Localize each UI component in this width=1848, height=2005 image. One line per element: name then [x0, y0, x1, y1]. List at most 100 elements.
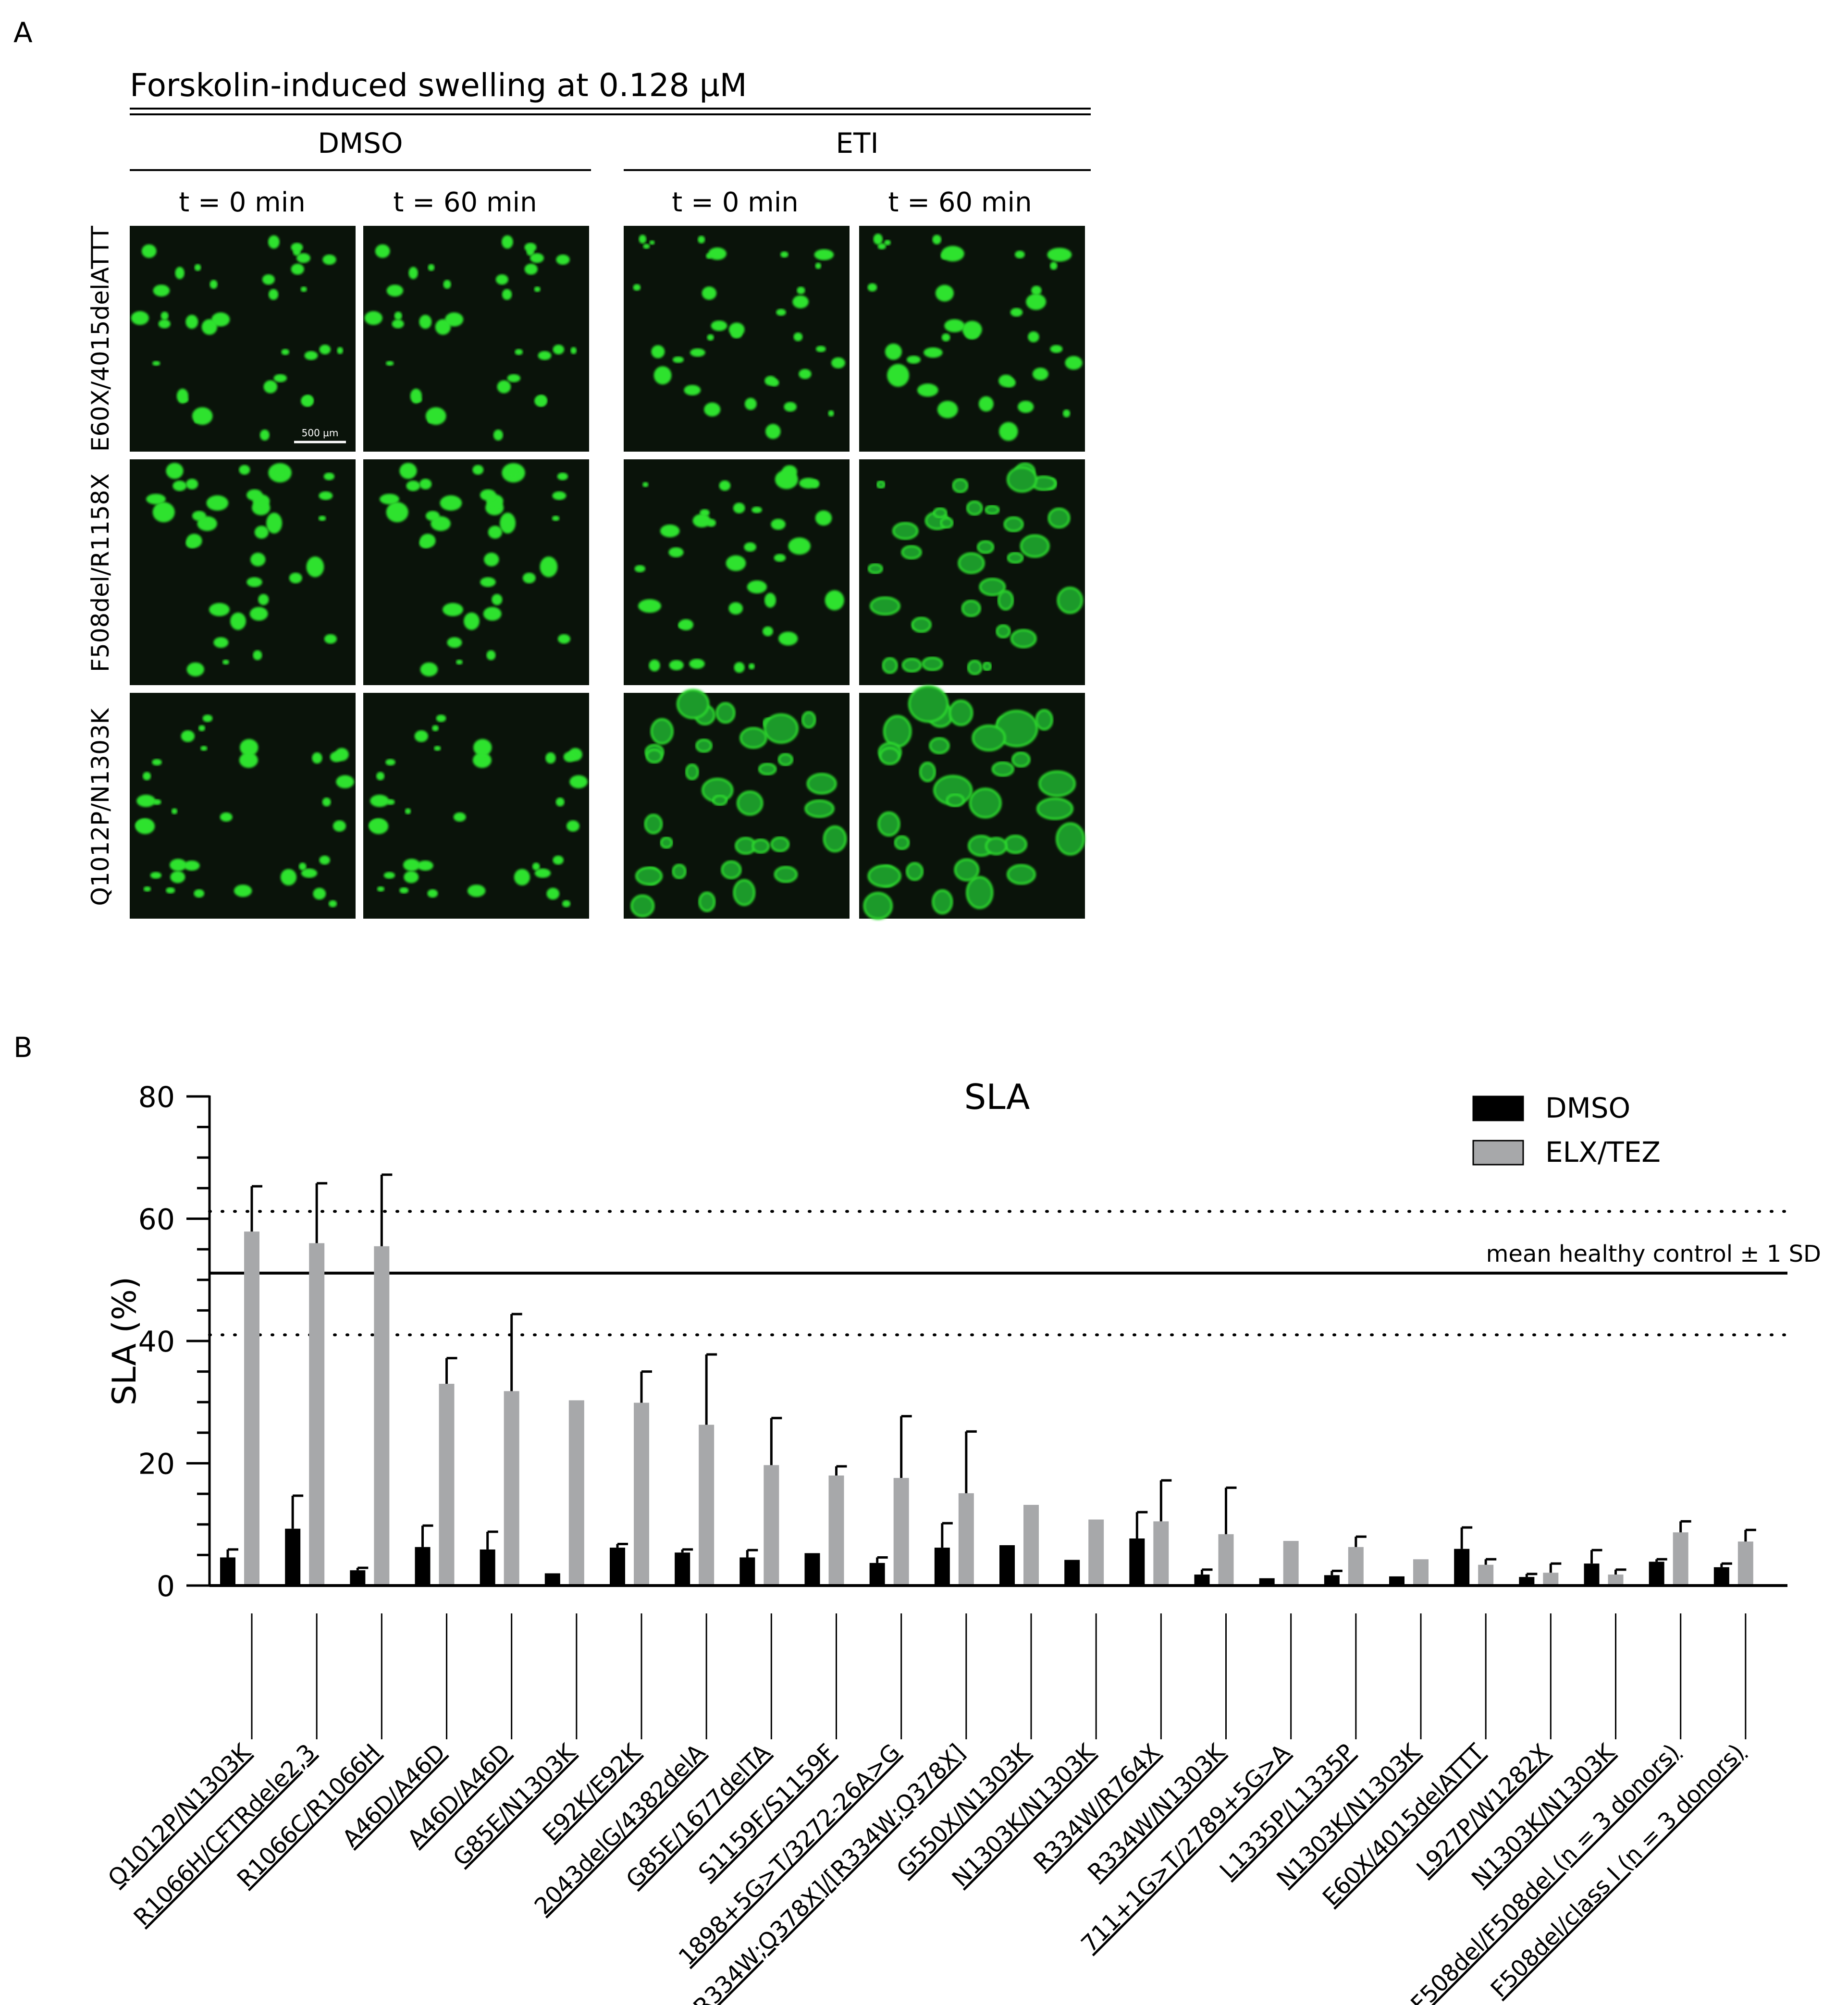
organoid: [698, 891, 716, 912]
organoid: [639, 234, 647, 244]
organoid: [534, 286, 541, 292]
organoid: [712, 794, 728, 806]
organoid: [497, 380, 511, 394]
organoid: [996, 624, 1011, 639]
organoid: [649, 659, 660, 672]
organoid: [179, 397, 188, 403]
bar-dmso: [1324, 1575, 1340, 1586]
micrograph-background: [624, 459, 850, 685]
organoid: [170, 871, 185, 883]
bar-dmso: [480, 1549, 495, 1586]
organoid: [1018, 401, 1034, 413]
organoid: [250, 553, 266, 566]
organoid: [653, 366, 672, 385]
bar-elx-tez: [1088, 1519, 1104, 1586]
organoid: [253, 650, 262, 660]
organoid: [143, 772, 151, 781]
organoid: [337, 347, 344, 354]
organoid: [443, 603, 463, 616]
organoid: [937, 401, 958, 418]
organoid: [152, 799, 161, 805]
organoid: [383, 872, 395, 879]
organoid: [1007, 466, 1037, 493]
organoid: [296, 253, 310, 263]
organoid: [719, 480, 731, 491]
bar-elx-tez: [1608, 1574, 1624, 1586]
organoid: [502, 235, 513, 249]
legend-label-elx-tez: ELX/TEZ: [1545, 1136, 1661, 1169]
organoid: [690, 348, 705, 357]
organoid: [1004, 378, 1016, 388]
bar-elx-tez: [1153, 1521, 1169, 1586]
organoid: [700, 509, 710, 517]
organoid: [426, 511, 440, 521]
organoid: [734, 662, 745, 673]
organoid: [556, 254, 570, 265]
organoid: [377, 886, 385, 892]
organoid: [473, 739, 492, 756]
organoid: [170, 859, 187, 872]
organoid: [929, 737, 950, 754]
bar-elx-tez: [1218, 1534, 1234, 1586]
organoid: [695, 738, 713, 753]
micrograph-1-2: [363, 226, 589, 452]
organoid: [306, 556, 324, 578]
organoid: [500, 513, 516, 534]
organoid: [763, 626, 773, 637]
organoid: [870, 596, 900, 615]
organoid: [330, 751, 343, 763]
organoid: [919, 762, 936, 782]
organoid: [892, 522, 919, 540]
organoid: [873, 234, 883, 245]
organoid: [877, 812, 900, 836]
organoid: [507, 374, 521, 382]
bar-elx-tez: [1543, 1573, 1559, 1586]
organoid: [638, 599, 661, 613]
organoid: [152, 502, 175, 523]
organoid: [887, 364, 910, 387]
organoid: [828, 410, 834, 417]
organoid: [540, 556, 558, 578]
organoid: [385, 759, 395, 766]
organoid: [480, 489, 496, 501]
panel-a-title: Forskolin-induced swelling at 0.128 µM: [130, 67, 747, 104]
organoid: [301, 868, 318, 878]
organoid: [222, 659, 229, 665]
organoid: [908, 685, 949, 723]
organoid: [480, 577, 496, 587]
organoid: [329, 900, 337, 908]
organoid: [801, 711, 816, 729]
bar-elx-tez: [699, 1425, 715, 1586]
bar-elx-tez: [1023, 1505, 1039, 1586]
organoid: [240, 739, 259, 756]
organoid: [213, 637, 229, 648]
organoid: [181, 730, 195, 742]
organoid: [747, 580, 767, 594]
bar-dmso: [415, 1547, 431, 1586]
bar-elx-tez: [1737, 1541, 1753, 1586]
organoid: [685, 763, 699, 780]
organoid: [969, 787, 1002, 819]
organoid: [322, 798, 331, 807]
organoid: [721, 860, 742, 879]
organoid: [239, 465, 250, 475]
organoid: [456, 659, 463, 665]
organoid: [502, 289, 512, 300]
bar-dmso: [869, 1562, 885, 1586]
organoid: [979, 578, 1006, 596]
bar-dmso: [350, 1570, 366, 1586]
bar-dmso: [1389, 1576, 1404, 1586]
organoid: [369, 818, 389, 835]
organoid: [419, 538, 431, 548]
organoid: [985, 504, 1000, 515]
organoid: [814, 249, 834, 260]
organoid: [684, 385, 701, 395]
y-axis-label: SLA (%): [106, 1277, 144, 1405]
organoid: [1020, 534, 1050, 558]
organoid: [420, 662, 438, 677]
micrograph-1-3: [624, 226, 850, 452]
bar-dmso: [285, 1528, 301, 1586]
organoid: [924, 347, 943, 358]
organoid: [428, 264, 435, 271]
